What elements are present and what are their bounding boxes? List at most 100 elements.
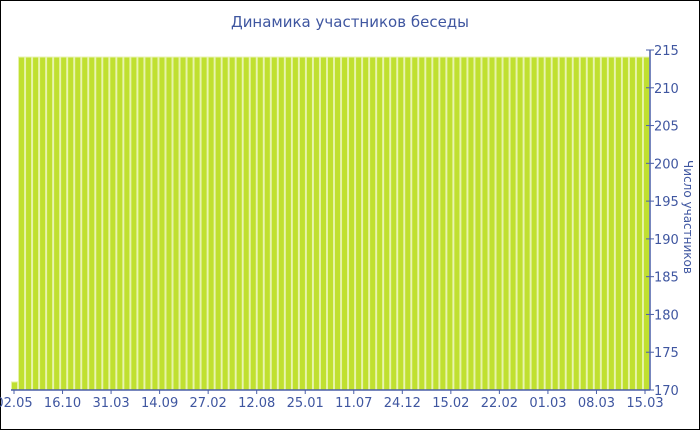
bar — [454, 57, 460, 391]
chart-title: Динамика участников беседы — [230, 13, 470, 31]
bar — [47, 57, 53, 391]
bar — [26, 57, 32, 391]
bar — [215, 57, 221, 391]
bar — [61, 57, 67, 391]
bar — [208, 57, 214, 391]
bar — [447, 57, 453, 391]
bar — [398, 57, 404, 391]
bar — [636, 57, 642, 391]
x-tick-label: 27.02 — [190, 396, 227, 411]
bar — [166, 57, 172, 391]
bar — [117, 57, 123, 391]
bar — [96, 57, 102, 391]
bar — [391, 57, 397, 391]
bar — [187, 57, 193, 391]
bar — [110, 57, 116, 391]
y-tick-label: 180 — [654, 308, 679, 323]
bar — [250, 57, 256, 391]
bar — [601, 57, 607, 391]
x-tick-label: 08.03 — [578, 396, 615, 411]
bar — [19, 57, 25, 391]
bar — [33, 57, 39, 391]
x-tick-label: 25.01 — [287, 396, 324, 411]
bar — [405, 57, 411, 391]
bar — [75, 57, 81, 391]
bar — [524, 57, 530, 391]
bar — [510, 57, 516, 391]
bar — [278, 57, 284, 391]
x-tick-label: 01.03 — [529, 396, 566, 411]
bar — [327, 57, 334, 391]
bar — [173, 57, 179, 391]
y-tick-label: 215 — [654, 44, 679, 59]
bar — [335, 57, 341, 391]
bar — [159, 57, 165, 391]
bar — [222, 57, 228, 391]
bar — [608, 57, 614, 391]
bar — [103, 57, 109, 391]
x-tick-label: 14.09 — [141, 396, 178, 411]
bar — [412, 57, 418, 391]
y-axis-label: Число участников — [681, 160, 695, 274]
bar — [566, 57, 572, 391]
bar — [306, 57, 312, 391]
bar — [236, 57, 242, 391]
bar — [622, 57, 628, 391]
bar — [426, 57, 432, 391]
bar — [194, 57, 200, 391]
bar — [384, 57, 390, 391]
x-tick-label: 11.07 — [335, 396, 372, 411]
bar — [489, 57, 495, 391]
bar — [12, 382, 18, 390]
bar — [503, 57, 509, 391]
bar — [440, 57, 446, 391]
bar — [559, 57, 565, 391]
bar — [615, 57, 621, 391]
bar — [299, 57, 305, 391]
bar — [124, 57, 130, 391]
x-tick-label: 16.10 — [44, 396, 81, 411]
bar — [257, 57, 263, 391]
bar — [285, 57, 291, 391]
bar — [629, 57, 635, 391]
bar — [538, 57, 544, 391]
x-tick-label: 15.03 — [626, 396, 663, 411]
bar — [594, 57, 600, 391]
y-tick-label: 200 — [654, 157, 679, 172]
bar — [40, 57, 46, 391]
bar — [468, 57, 474, 391]
bar — [264, 57, 270, 391]
bar — [320, 57, 326, 391]
bar — [68, 57, 74, 391]
bar — [370, 57, 376, 391]
bar — [573, 57, 579, 391]
bar — [517, 57, 523, 391]
x-tick-label: 24.12 — [384, 396, 421, 411]
x-tick-label: 12.08 — [238, 396, 275, 411]
y-tick-label: 170 — [654, 384, 679, 399]
bar — [356, 57, 362, 391]
bar — [180, 57, 186, 391]
bar — [552, 57, 558, 391]
bar — [545, 57, 551, 391]
bar — [201, 57, 207, 391]
bar — [313, 57, 319, 391]
bar — [54, 57, 60, 391]
bar — [82, 57, 88, 391]
bar — [145, 57, 151, 391]
x-tick-label: 02.05 — [0, 396, 33, 411]
bar — [531, 57, 537, 391]
bar — [433, 57, 439, 391]
bar — [461, 57, 467, 391]
x-tick-label: 15.02 — [432, 396, 469, 411]
bar — [580, 57, 586, 391]
bar — [377, 57, 383, 391]
y-tick-label: 205 — [654, 120, 679, 135]
x-tick-label: 22.02 — [481, 396, 518, 411]
bar — [475, 57, 481, 391]
bar — [89, 57, 95, 391]
y-tick-label: 190 — [654, 233, 679, 248]
bar — [271, 57, 277, 391]
bar — [152, 57, 158, 391]
